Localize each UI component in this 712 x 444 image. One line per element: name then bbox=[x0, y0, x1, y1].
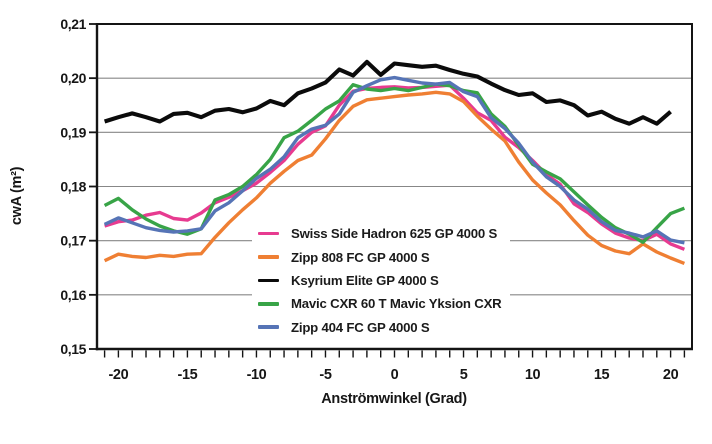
x-tick-label: -10 bbox=[247, 367, 267, 383]
legend-item-zipp-404: Zipp 404 FC GP 4000 S bbox=[252, 315, 510, 339]
legend-swatch-icon bbox=[258, 255, 279, 259]
legend-label: Mavic CXR 60 T Mavic Yksion CXR bbox=[291, 296, 502, 312]
x-tick-label: 10 bbox=[525, 367, 541, 383]
series-line-zipp-404 bbox=[103, 75, 685, 245]
series-line-zipp-808 bbox=[103, 90, 686, 265]
legend-item-ksyrium-elite: Ksyrium Elite GP 4000 S bbox=[252, 268, 510, 293]
y-tick-label: 0,15 bbox=[60, 341, 86, 357]
y-tick-label: 0,19 bbox=[60, 124, 86, 140]
legend-item-swiss-side-hadron: Swiss Side Hadron 625 GP 4000 S bbox=[252, 222, 510, 246]
x-tick-label: 20 bbox=[663, 367, 679, 383]
x-axis-title: Anströmwinkel (Grad) bbox=[321, 391, 467, 407]
y-tick-label: 0,17 bbox=[60, 233, 86, 249]
legend-swatch-icon bbox=[258, 231, 279, 236]
legend-label: Zipp 808 FC GP 4000 S bbox=[291, 249, 430, 265]
y-tick-label: 0,16 bbox=[60, 287, 86, 303]
legend-label: Ksyrium Elite GP 4000 S bbox=[291, 272, 439, 288]
legend-swatch-icon bbox=[258, 325, 279, 330]
legend-swatch-icon bbox=[258, 278, 279, 283]
legend: Swiss Side Hadron 625 GP 4000 S Zipp 808 … bbox=[252, 222, 510, 339]
y-axis-title: cwA (m²) bbox=[9, 166, 25, 226]
x-tick-label: -15 bbox=[178, 367, 198, 383]
x-tick-label: -5 bbox=[319, 367, 331, 383]
legend-item-zipp-808: Zipp 808 FC GP 4000 S bbox=[252, 245, 510, 269]
legend-item-mavic-cxr-60: Mavic CXR 60 T Mavic Yksion CXR bbox=[252, 292, 510, 316]
y-tick-label: 0,21 bbox=[60, 16, 86, 32]
legend-label: Zipp 404 FC GP 4000 S bbox=[291, 319, 430, 335]
x-tick-label: 15 bbox=[594, 367, 610, 383]
x-tick-label: 5 bbox=[460, 367, 468, 383]
y-tick-label: 0,18 bbox=[60, 179, 86, 195]
x-tick-label: 0 bbox=[391, 367, 399, 383]
legend-swatch-icon bbox=[258, 302, 279, 306]
x-tick-label: -20 bbox=[109, 367, 129, 383]
series-line-ksyrium-elite bbox=[103, 59, 672, 126]
y-tick-label: 0,20 bbox=[60, 70, 86, 86]
legend-label: Swiss Side Hadron 625 GP 4000 S bbox=[291, 226, 498, 242]
